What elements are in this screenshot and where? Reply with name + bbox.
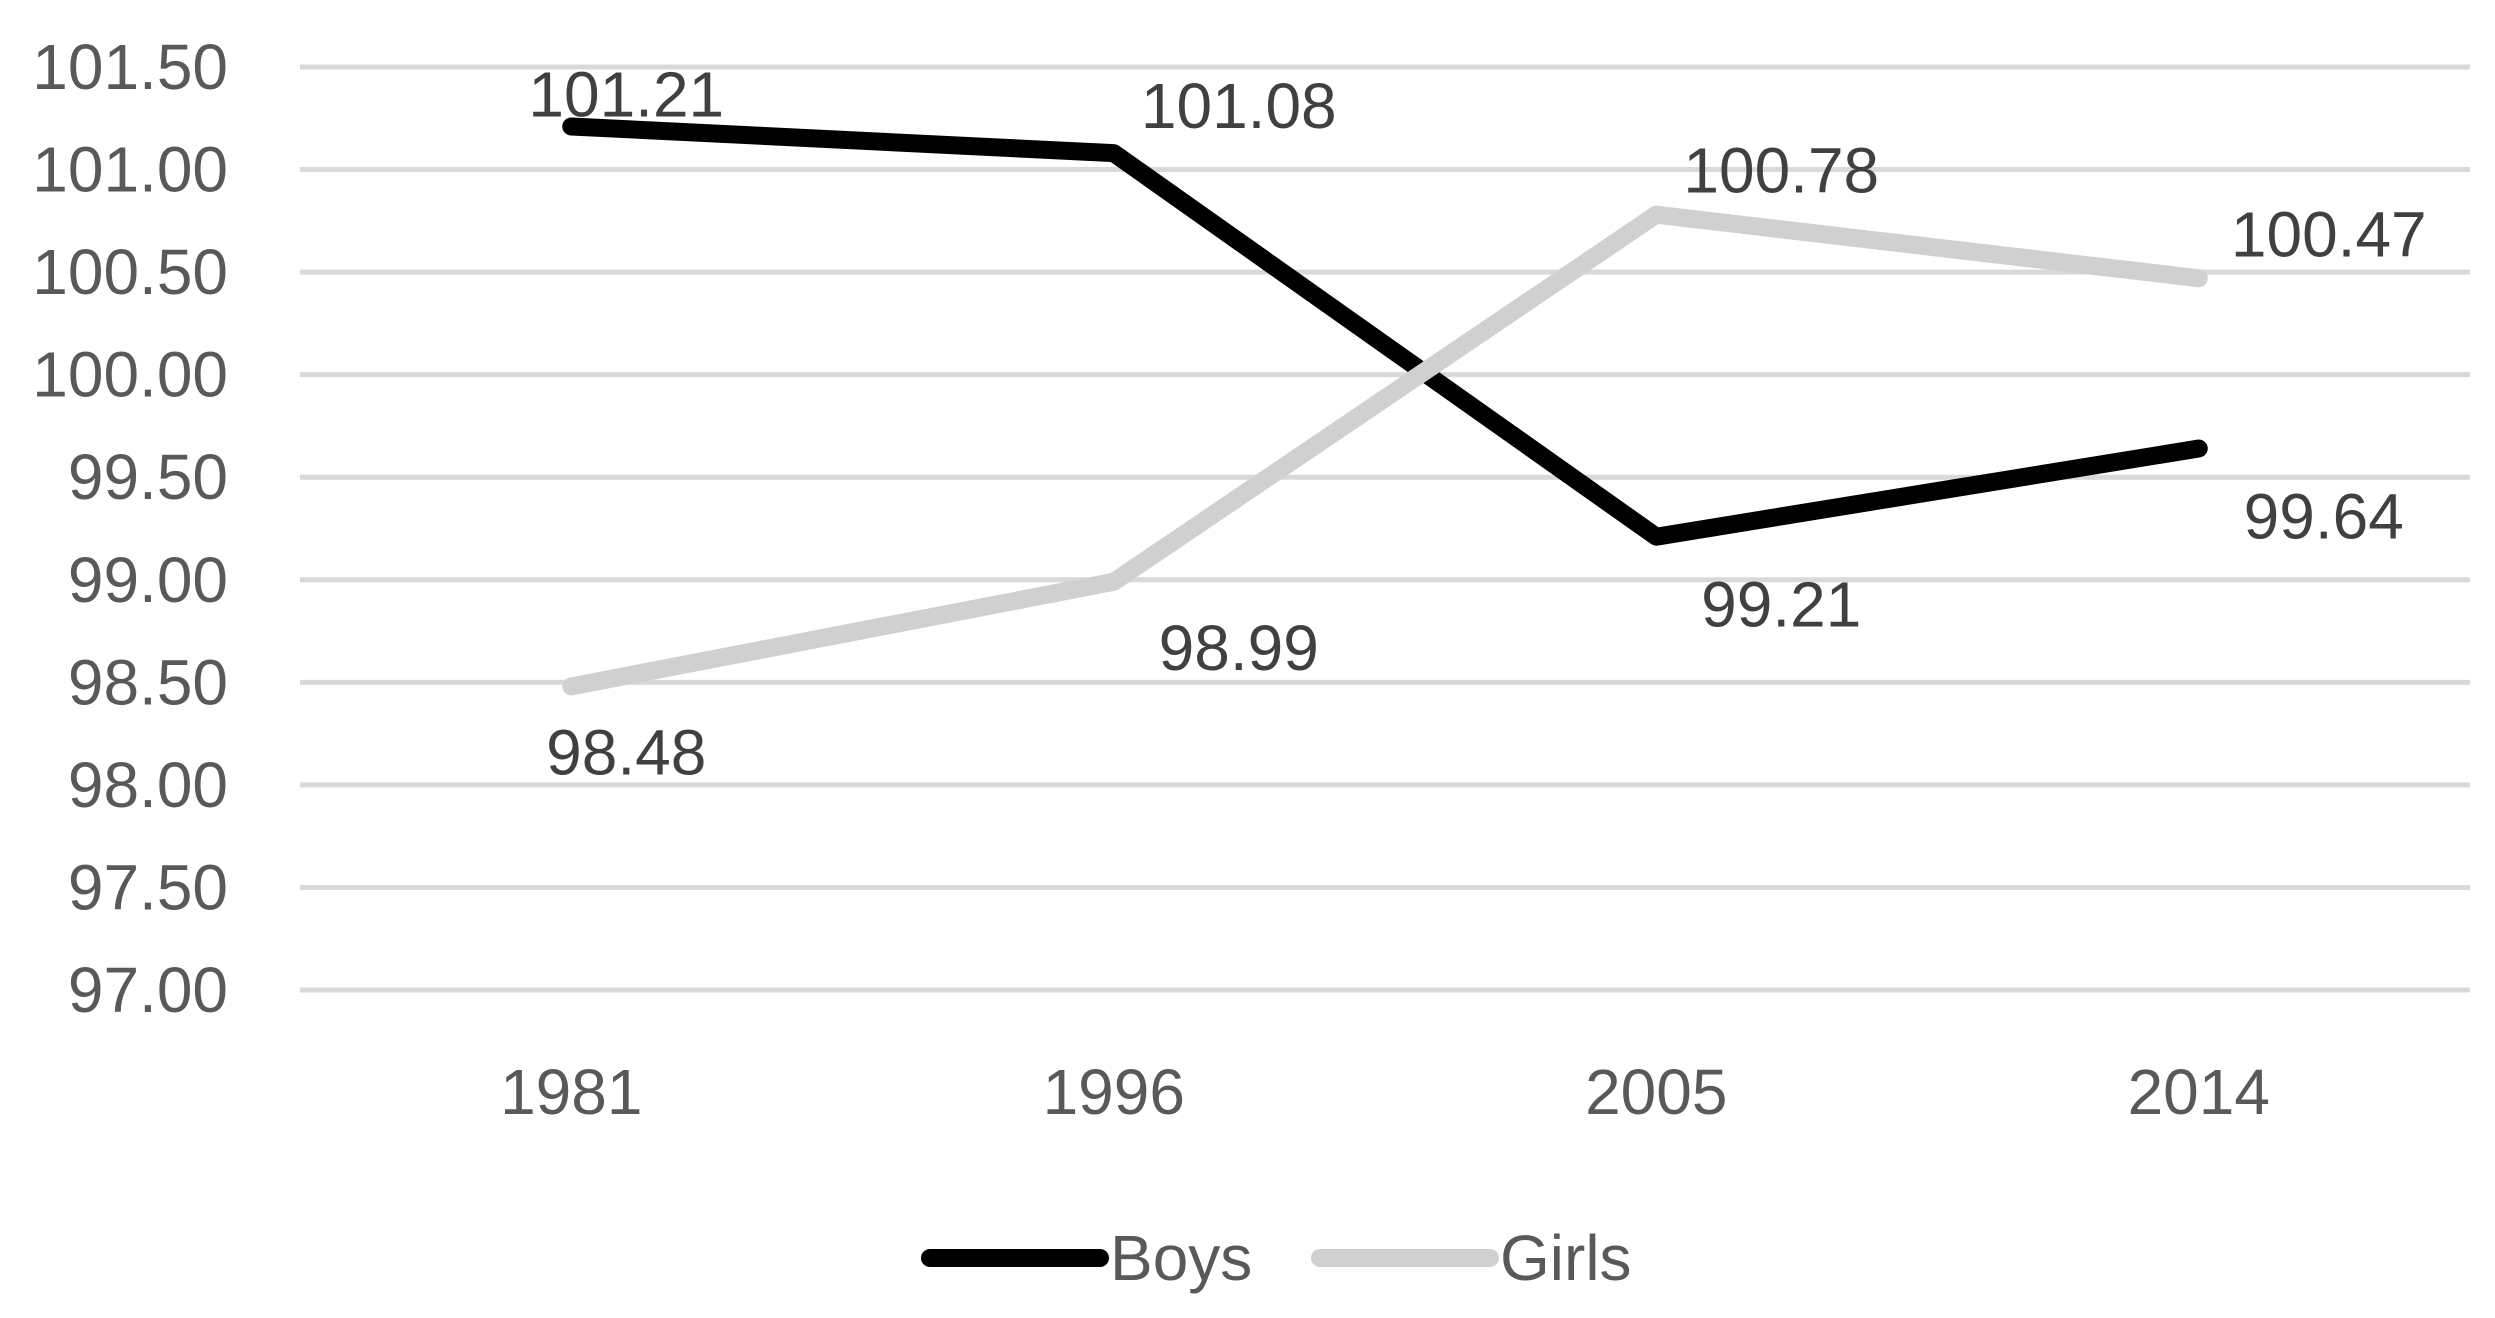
y-tick-label: 97.50 <box>68 851 228 923</box>
data-label-girls: 98.48 <box>546 716 706 788</box>
legend-label-girls: Girls <box>1500 1222 1632 1294</box>
y-tick-label: 98.00 <box>68 749 228 821</box>
data-label-girls: 100.47 <box>2231 198 2427 270</box>
x-tick-label: 2005 <box>1585 1056 1727 1128</box>
legend: Boys Girls <box>921 1222 1632 1294</box>
data-label-boys: 101.08 <box>1141 70 1337 142</box>
y-tick-label: 99.50 <box>68 441 228 513</box>
x-tick-label: 1996 <box>1043 1056 1185 1128</box>
y-tick-label: 100.00 <box>32 339 228 411</box>
x-axis-tick-labels: 1981 1996 2005 2014 <box>500 1056 2270 1128</box>
data-label-girls: 98.99 <box>1159 612 1319 684</box>
y-axis-tick-labels: 97.00 97.50 98.00 98.50 99.00 99.50 100.00 100.… <box>32 31 228 1026</box>
y-tick-label: 97.00 <box>68 954 228 1026</box>
series-lines <box>562 117 2208 696</box>
y-tick-label: 101.00 <box>32 134 228 206</box>
data-label-boys: 99.64 <box>2244 481 2404 553</box>
data-labels: 101.21 101.08 99.21 99.64 98.48 98.99 100.78 10… <box>528 58 2426 788</box>
x-tick-label: 2014 <box>2128 1056 2270 1128</box>
gridlines <box>300 64 2470 993</box>
x-tick-label: 1981 <box>500 1056 642 1128</box>
y-tick-label: 100.50 <box>32 236 228 308</box>
y-tick-label: 99.00 <box>68 544 228 616</box>
y-tick-label: 101.50 <box>32 31 228 103</box>
data-label-boys: 101.21 <box>528 58 724 130</box>
data-label-boys: 99.21 <box>1701 569 1861 641</box>
data-label-girls: 100.78 <box>1683 135 1879 207</box>
series-line-boys <box>562 117 2208 546</box>
series-line-girls <box>562 205 2208 696</box>
legend-label-boys: Boys <box>1110 1222 1252 1294</box>
y-tick-label: 98.50 <box>68 646 228 718</box>
